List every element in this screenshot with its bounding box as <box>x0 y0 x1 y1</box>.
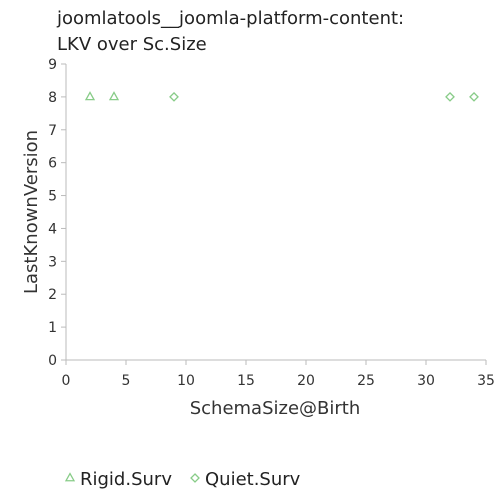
diamond-marker <box>190 473 200 483</box>
legend-item: Quiet.Surv <box>190 469 301 490</box>
legend-label: Rigid.Surv <box>80 469 172 490</box>
y-tick-label: 9 <box>48 57 57 73</box>
chart-title-line-1: joomlatools__joomla-platform-content: <box>56 8 404 29</box>
x-tick-label: 35 <box>477 373 495 389</box>
axes <box>65 64 486 361</box>
y-tick-label: 2 <box>48 287 57 303</box>
x-tick-label: 25 <box>357 373 375 389</box>
x-tick-label: 30 <box>417 373 435 389</box>
diamond-marker <box>169 91 179 102</box>
y-tick-label: 6 <box>48 156 57 172</box>
y-axis-label: LastKnownVersion <box>21 130 42 294</box>
chart-title-line-2: LKV over Sc.Size <box>57 34 207 55</box>
x-tick-label: 20 <box>297 373 315 389</box>
diamond-marker <box>469 91 479 102</box>
tick-marks: 0 5 10 15 20 25 30 35 0 1 2 3 4 5 6 7 8 9 <box>48 57 495 389</box>
x-tick-label: 5 <box>122 373 131 389</box>
quiet-surv-point <box>169 91 179 102</box>
y-tick-label: 1 <box>48 320 57 336</box>
y-tick-label: 0 <box>48 353 57 369</box>
x-tick-label: 10 <box>177 373 195 389</box>
y-tick-label: 4 <box>48 221 57 237</box>
rigid-surv-point <box>108 91 120 101</box>
x-tick-label: 0 <box>62 373 71 389</box>
legend-item: Rigid.Surv <box>64 469 172 490</box>
quiet-surv-point <box>469 91 479 102</box>
legend: Rigid.Surv Quiet.Surv <box>64 469 301 490</box>
y-tick-label: 8 <box>48 90 57 106</box>
y-tick-label: 3 <box>48 254 57 270</box>
y-tick-label: 7 <box>48 123 57 139</box>
triangle-marker <box>108 91 120 101</box>
quiet-surv-point <box>445 91 455 102</box>
legend-label: Quiet.Surv <box>205 469 301 490</box>
x-axis-label: SchemaSize@Birth <box>190 398 361 419</box>
y-tick-label: 5 <box>48 189 57 205</box>
rigid-surv-point <box>84 91 96 101</box>
triangle-marker <box>64 472 76 482</box>
data-points <box>84 91 479 102</box>
x-tick-label: 15 <box>237 373 255 389</box>
triangle-marker <box>84 91 96 101</box>
diamond-marker <box>445 91 455 102</box>
